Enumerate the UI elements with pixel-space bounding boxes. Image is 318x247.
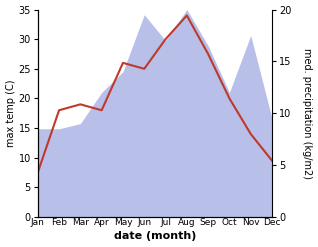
Y-axis label: max temp (C): max temp (C) (5, 80, 16, 147)
X-axis label: date (month): date (month) (114, 231, 196, 242)
Y-axis label: med. precipitation (kg/m2): med. precipitation (kg/m2) (302, 48, 313, 179)
